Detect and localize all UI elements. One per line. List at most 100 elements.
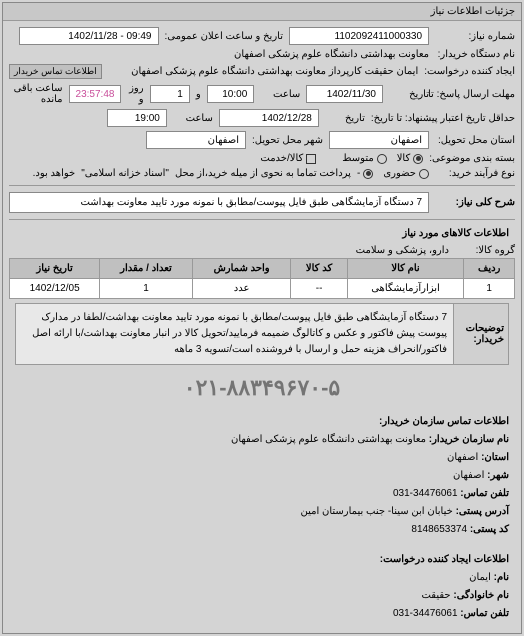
radio-unchecked-icon <box>377 154 387 164</box>
process-type-label: نوع فرآیند خرید: <box>435 168 515 179</box>
validity-time-label: ساعت <box>173 113 213 124</box>
post-value: 8148653374 <box>411 524 467 535</box>
packaging-extra-check[interactable]: کالا/خدمت <box>260 153 316 164</box>
remain-suffix: ساعت باقی مانده <box>9 83 63 105</box>
process-type-inperson-label: حضوری <box>383 168 416 179</box>
divider <box>9 185 515 186</box>
public-date-value: 09:49 - 1402/11/28 <box>19 27 159 45</box>
req-name-label: نام: <box>494 572 509 583</box>
table-row: 1 ابزارآزمایشگاهی -- عدد 1 1402/12/05 <box>10 279 515 299</box>
post-label: کد پستی: <box>470 524 509 535</box>
phone-value: 34476061-031 <box>393 488 458 499</box>
col-code: کد کالا <box>291 259 347 279</box>
phone-label: تلفن تماس: <box>460 488 509 499</box>
buyer-org-value: معاونت بهداشتی دانشگاه علوم پزشکی اصفهان <box>234 49 429 60</box>
validity-date: 1402/12/28 <box>219 109 319 127</box>
buyer-org-label: نام دستگاه خریدار: <box>435 49 515 60</box>
col-row: ردیف <box>464 259 515 279</box>
validity-date-label: تاریخ <box>325 113 365 124</box>
request-number-value: 1102092411000330 <box>289 27 429 45</box>
process-type-dash-label: - <box>357 168 360 179</box>
col-date: تاریخ نیاز <box>10 259 100 279</box>
buyer-desc-block: توضیحات خریدار: 7 دستگاه آزمایشگاهی طبق … <box>15 303 509 365</box>
time-label: ساعت <box>260 89 300 100</box>
process-type-option-dash[interactable]: - <box>357 168 373 179</box>
process-type-radio-group: حضوری - <box>357 168 429 179</box>
col-unit: واحد شمارش <box>192 259 291 279</box>
col-name: نام کالا <box>347 259 464 279</box>
general-desc-value: 7 دستگاه آزمایشگاهی طبق فایل پیوست/مطابق… <box>9 192 429 213</box>
state-value: اصفهان <box>447 452 478 463</box>
divider-2 <box>9 219 515 220</box>
cell-name: ابزارآزمایشگاهی <box>347 279 464 299</box>
radio-checked-icon <box>413 154 423 164</box>
response-deadline-time: 10:00 <box>207 85 255 103</box>
response-deadline-label: مهلت ارسال پاسخ: تا <box>435 89 515 100</box>
cell-unit: عدد <box>192 279 291 299</box>
state-label: استان: <box>481 452 509 463</box>
packaging-option-medium[interactable]: متوسط <box>342 153 386 164</box>
goods-group-value: دارو، پزشکی و سلامت <box>356 245 449 256</box>
goods-table: ردیف نام کالا کد کالا واحد شمارش تعداد /… <box>9 258 515 299</box>
addr-value: خیابان ابن سینا- جنب بیمارستان امین <box>300 506 452 517</box>
org-value: معاونت بهداشتی دانشگاه علوم پزشکی اصفهان <box>231 434 426 445</box>
cell-date: 1402/12/05 <box>10 279 100 299</box>
request-number-label: شماره نیاز: <box>435 31 515 42</box>
packaging-option-goods[interactable]: کالا <box>397 153 424 164</box>
req-last-value: حقیقت <box>421 590 450 601</box>
validity-deadline-label: حداقل تاریخ اعتبار پیشنهاد: تا تاریخ: <box>371 113 515 124</box>
org-label: نام سازمان خریدار: <box>429 434 509 445</box>
packaging-radio-group: کالا متوسط <box>342 153 423 164</box>
packaging-option-goods-label: کالا <box>397 153 411 164</box>
checkbox-icon <box>306 154 316 164</box>
response-remain: 23:57:48 <box>69 85 122 103</box>
process-note-quote: "اسناد خزانه اسلامی" <box>81 168 169 179</box>
packaging-extra-label: کالا/خدمت <box>260 153 303 164</box>
org-info-title: اطلاعات تماس سازمان خریدار: <box>379 416 509 427</box>
requester-value: ایمان حقیقت کارپرداز معاونت بهداشتی دانش… <box>108 66 419 77</box>
requester-info-title: اطلاعات ایجاد کننده درخواست: <box>380 554 509 565</box>
panel-body: شماره نیاز: 1102092411000330 تاریخ و ساع… <box>3 21 521 633</box>
delivery-state: اصفهان <box>329 131 429 149</box>
public-date-label: تاریخ و ساعت اعلان عمومی: <box>165 31 284 42</box>
validity-time: 19:00 <box>107 109 167 127</box>
packaging-label: بسته بندی موضوعی: <box>429 153 515 164</box>
city-value: اصفهان <box>453 470 484 481</box>
watermark-phone: ۰۲۱-۸۸۳۴۹۶۷۰-۵ <box>9 369 515 407</box>
general-desc-label: شرح کلی نیاز: <box>435 197 515 208</box>
process-note-suffix: خواهد بود. <box>33 168 76 179</box>
req-last-label: نام خانوادگی: <box>453 590 509 601</box>
req-phone-value: 34476061-031 <box>393 608 458 619</box>
details-panel: جزئیات اطلاعات نیاز شماره نیاز: 11020924… <box>2 2 522 634</box>
addr-label: آدرس پستی: <box>456 506 509 517</box>
radio-checked-icon <box>363 169 373 179</box>
req-name-value: ایمان <box>469 572 491 583</box>
requester-info-block: اطلاعات ایجاد کننده درخواست: نام: ایمان … <box>9 545 515 629</box>
and-label: و <box>196 89 201 100</box>
response-deadline-date: 1402/11/30 <box>306 85 383 103</box>
radio-unchecked-icon <box>419 169 429 179</box>
panel-title: جزئیات اطلاعات نیاز <box>3 3 521 21</box>
delivery-city: اصفهان <box>146 131 246 149</box>
buyer-desc-label: توضیحات خریدار: <box>453 304 508 364</box>
packaging-option-medium-label: متوسط <box>342 153 373 164</box>
buyer-desc-text: 7 دستگاه آزمایشگاهی طبق فایل پیوست/مطابق… <box>16 304 453 364</box>
requester-label: ایجاد کننده درخواست: <box>424 66 515 77</box>
req-phone-label: تلفن تماس: <box>460 608 509 619</box>
city-label: شهر: <box>487 470 509 481</box>
response-days: 1 <box>150 85 190 103</box>
delivery-city-label: شهر محل تحویل: <box>252 135 323 146</box>
table-header-row: ردیف نام کالا کد کالا واحد شمارش تعداد /… <box>10 259 515 279</box>
delivery-state-label: استان محل تحویل: <box>435 135 515 146</box>
cell-code: -- <box>291 279 347 299</box>
goods-group-label: گروه کالا: <box>455 245 515 256</box>
cell-qty: 1 <box>100 279 193 299</box>
col-qty: تعداد / مقدار <box>100 259 193 279</box>
process-type-option-inperson[interactable]: حضوری <box>383 168 429 179</box>
date-label: تاریخ <box>389 89 429 100</box>
process-note-prefix: پرداخت تماما به نحوی از میله خرید،از محل <box>175 168 351 179</box>
cell-row: 1 <box>464 279 515 299</box>
org-info-block: اطلاعات تماس سازمان خریدار: نام سازمان خ… <box>9 407 515 545</box>
days-suffix: روز و <box>127 83 143 105</box>
contact-buyer-button[interactable]: اطلاعات تماس خریدار <box>9 64 102 79</box>
